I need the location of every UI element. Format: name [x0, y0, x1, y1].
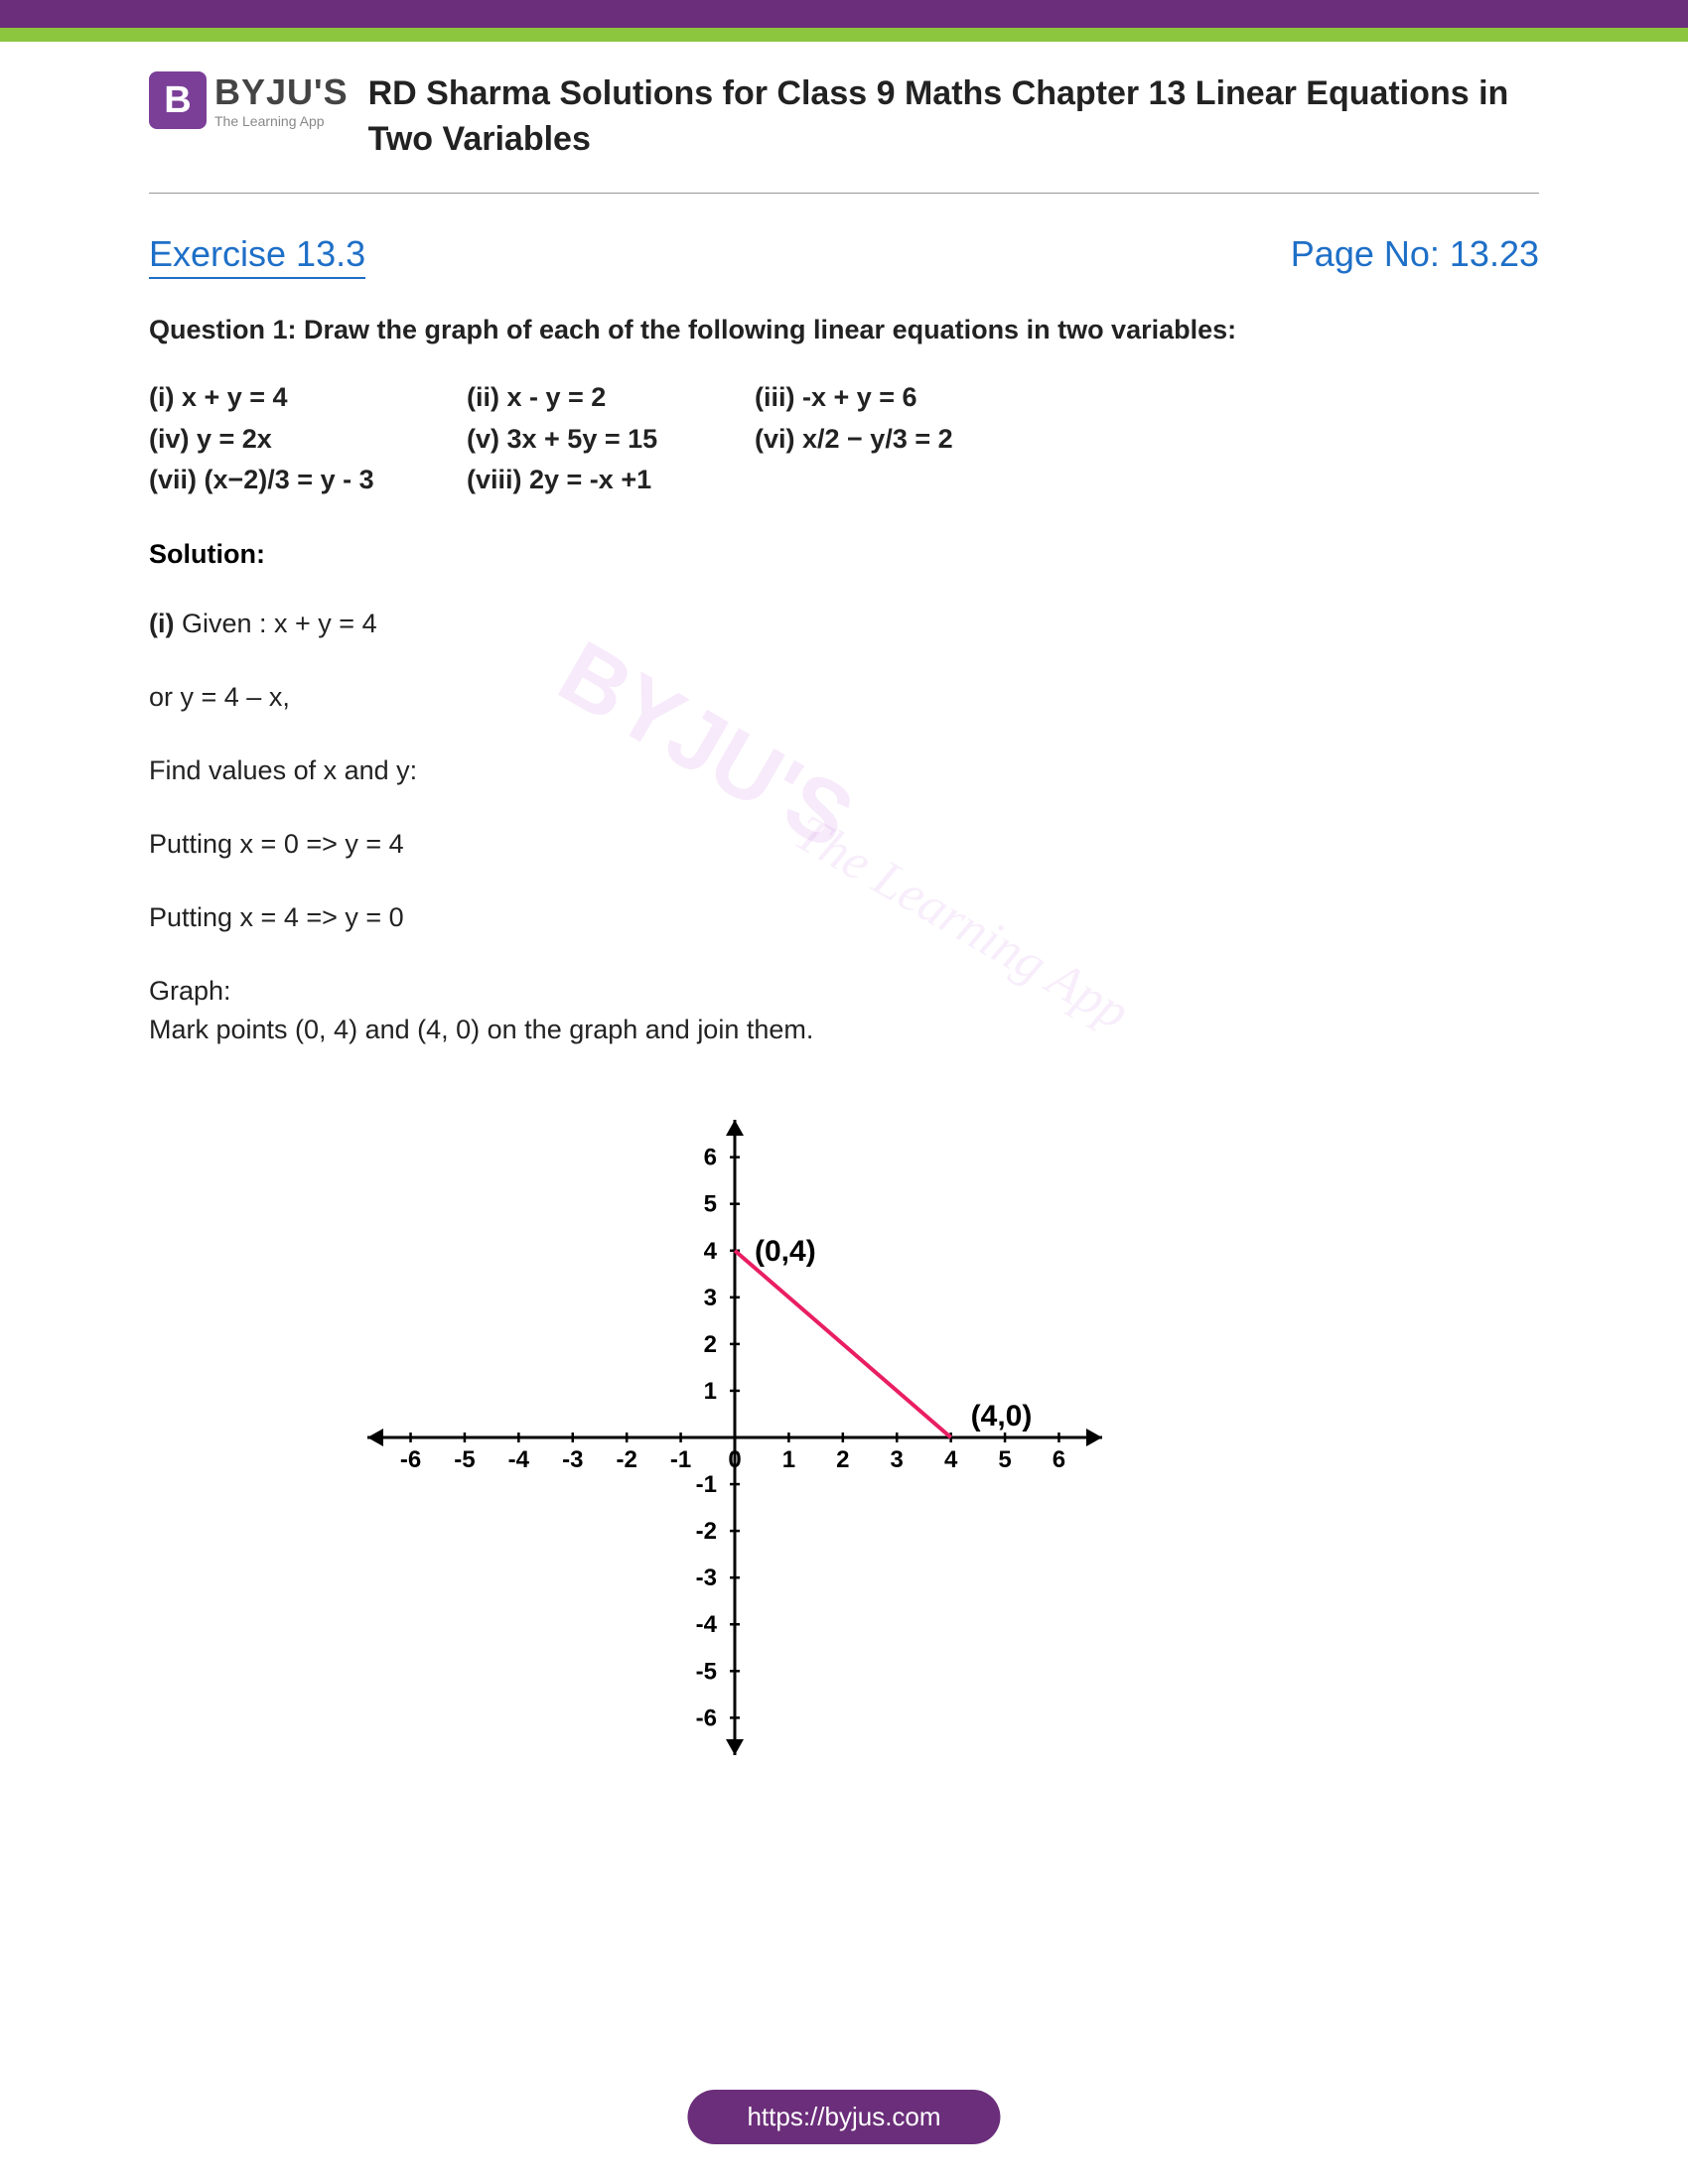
svg-text:-6: -6 — [696, 1705, 717, 1731]
sol-i-given: Given : x + y = 4 — [174, 609, 376, 638]
svg-text:6: 6 — [1053, 1446, 1065, 1473]
svg-text:-5: -5 — [454, 1446, 475, 1473]
svg-text:5: 5 — [704, 1190, 717, 1217]
sol-or: or y = 4 – x, — [149, 679, 1539, 717]
sol-given: (i) Given : x + y = 4 — [149, 606, 1539, 643]
eq-vii: (vii) (x−2)/3 = y - 3 — [149, 460, 467, 501]
svg-text:3: 3 — [891, 1446, 904, 1473]
svg-text:-3: -3 — [696, 1565, 717, 1591]
question-text: Question 1: Draw the graph of each of th… — [149, 315, 1539, 345]
svg-text:-5: -5 — [696, 1658, 717, 1685]
svg-text:3: 3 — [704, 1284, 717, 1310]
page-number: Page No: 13.23 — [1291, 233, 1539, 279]
exercise-label[interactable]: Exercise 13.3 — [149, 233, 365, 279]
svg-text:5: 5 — [998, 1446, 1011, 1473]
svg-text:-4: -4 — [508, 1446, 530, 1473]
svg-text:-1: -1 — [696, 1471, 717, 1498]
svg-text:4: 4 — [944, 1446, 958, 1473]
eq-v: (v) 3x + 5y = 15 — [467, 419, 755, 461]
logo-main-text: BYJU'S — [214, 71, 349, 113]
eq-i: (i) x + y = 4 — [149, 377, 467, 419]
eq-viii: (viii) 2y = -x +1 — [467, 460, 651, 501]
sol-find: Find values of x and y: — [149, 752, 1539, 790]
svg-text:1: 1 — [782, 1446, 795, 1473]
svg-text:0: 0 — [728, 1446, 741, 1473]
top-bar-green — [0, 28, 1688, 42]
svg-text:1: 1 — [704, 1378, 717, 1405]
eq-iv: (iv) y = 2x — [149, 419, 467, 461]
svg-text:-2: -2 — [617, 1446, 637, 1473]
sol-graph-label: Graph: — [149, 972, 1539, 1011]
svg-text:(4,0): (4,0) — [971, 1400, 1033, 1433]
eq-ii: (ii) x - y = 2 — [467, 377, 755, 419]
svg-text:2: 2 — [704, 1330, 717, 1357]
svg-text:4: 4 — [704, 1237, 718, 1264]
equations-block: (i) x + y = 4 (ii) x - y = 2 (iii) -x + … — [149, 377, 1539, 502]
header: B BYJU'S The Learning App RD Sharma Solu… — [149, 71, 1539, 194]
svg-text:-3: -3 — [562, 1446, 583, 1473]
svg-text:(0,4): (0,4) — [755, 1234, 816, 1267]
top-bar-purple — [0, 0, 1688, 28]
sol-put1: Putting x = 0 => y = 4 — [149, 826, 1539, 864]
svg-text:-4: -4 — [696, 1611, 718, 1638]
svg-text:-1: -1 — [670, 1446, 691, 1473]
sol-graph-desc: Mark points (0, 4) and (4, 0) on the gra… — [149, 1011, 1539, 1049]
footer-link[interactable]: https://byjus.com — [687, 2090, 1000, 2144]
sol-i-label: (i) — [149, 609, 174, 638]
sol-put2: Putting x = 4 => y = 0 — [149, 899, 1539, 937]
logo-icon: B — [149, 71, 207, 129]
svg-text:-2: -2 — [696, 1518, 717, 1545]
eq-iii: (iii) -x + y = 6 — [755, 377, 917, 419]
solution-label: Solution: — [149, 539, 1539, 570]
eq-vi: (vi) x/2 − y/3 = 2 — [755, 419, 953, 461]
svg-text:6: 6 — [704, 1144, 717, 1170]
logo: B BYJU'S The Learning App — [149, 71, 349, 129]
svg-text:2: 2 — [836, 1446, 849, 1473]
logo-sub-text: The Learning App — [214, 113, 349, 129]
graph-chart: -6 -5 -4 -3 -2 -1 0 1 2 3 4 5 6 -6 -5 -4 -3 -2 -1 1 2 3 4 5 6 (0,… — [328, 1080, 1142, 1800]
svg-text:-6: -6 — [400, 1446, 421, 1473]
page-title: RD Sharma Solutions for Class 9 Maths Ch… — [368, 71, 1539, 163]
